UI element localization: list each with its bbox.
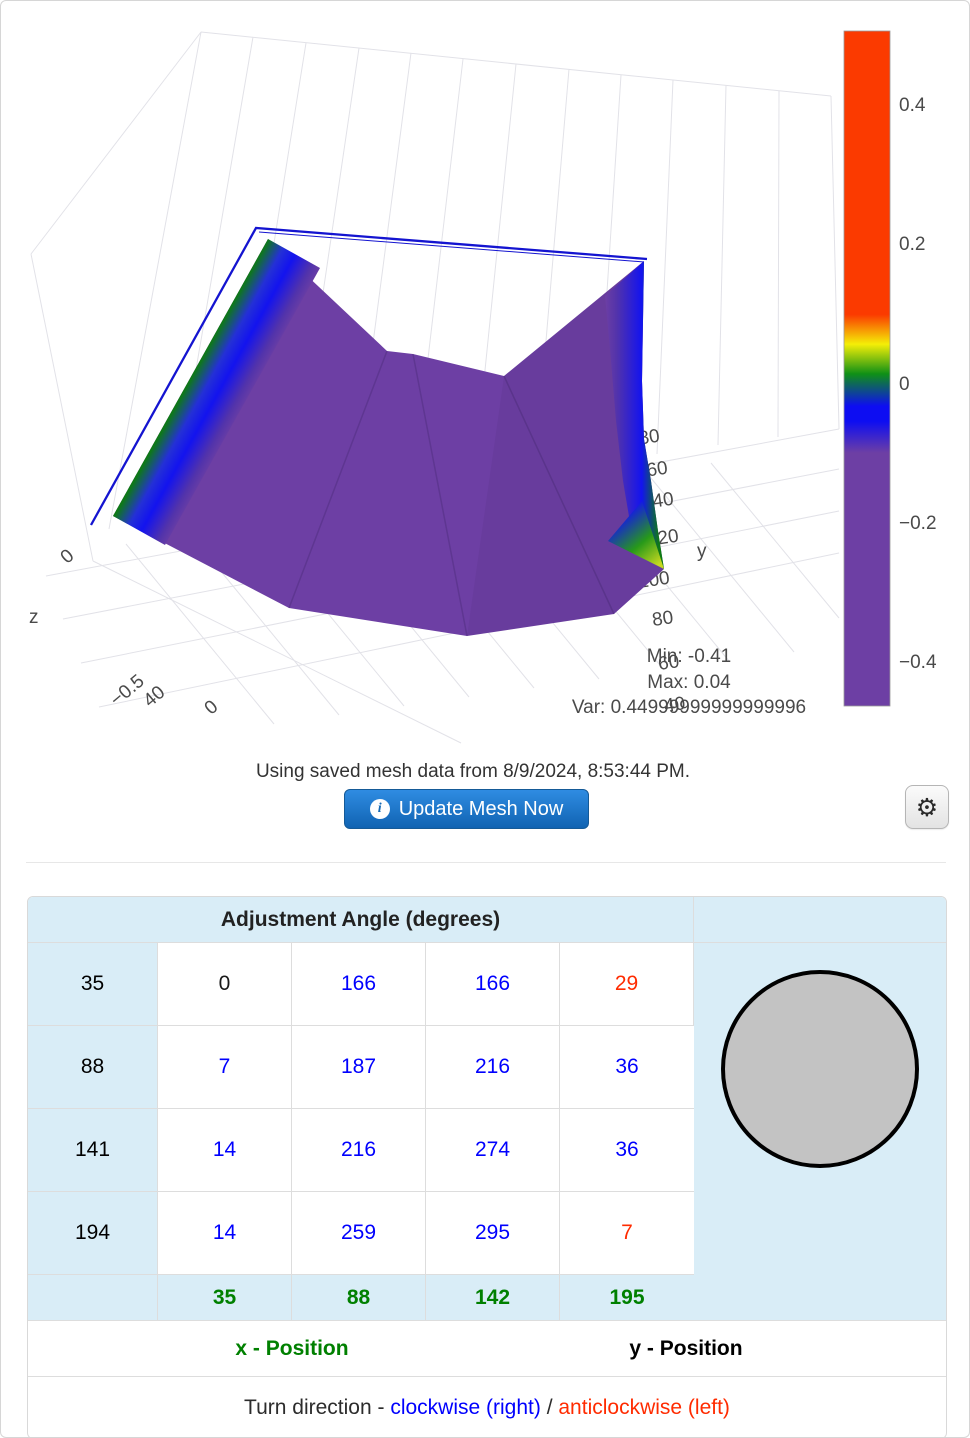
table-row: 88 7 187 216 36: [28, 1026, 946, 1109]
update-mesh-button[interactable]: i Update Mesh Now: [344, 789, 589, 829]
info-icon: i: [369, 799, 390, 819]
knob-circle: [721, 970, 920, 1168]
y-position-label: y - Position: [426, 1321, 946, 1377]
knob-column-header: [694, 897, 946, 943]
table-row: 194 14 259 295 7: [28, 1192, 946, 1275]
x-position-value: 88: [292, 1275, 426, 1321]
table-footer-row: 35 88 142 195: [28, 1275, 946, 1321]
row-header-y: 194: [28, 1192, 158, 1275]
row-header-y: 35: [28, 943, 158, 1026]
svg-text:−0.5: −0.5: [106, 671, 148, 711]
angle-cell: 0: [158, 943, 292, 1026]
svg-text:0: 0: [57, 545, 79, 568]
svg-text:0: 0: [899, 374, 910, 395]
mesh-min-value: Min: -0.41: [647, 646, 731, 667]
settings-button[interactable]: ⚙: [905, 785, 949, 829]
angle-cell: 7: [560, 1192, 695, 1275]
angle-cell: 187: [292, 1026, 426, 1109]
svg-text:0.2: 0.2: [899, 234, 925, 255]
table-header-row: Adjustment Angle (degrees): [28, 897, 946, 943]
mesh-stats: Min: -0.41 Max: 0.04 Var: 0.449999999999…: [572, 646, 806, 718]
x-axis-ticks: 40 0: [140, 682, 223, 719]
angle-cell: 166: [426, 943, 560, 1026]
knob-cell: [694, 943, 946, 1321]
svg-text:0: 0: [201, 696, 223, 719]
table-row: 35 0 166 166 29: [28, 943, 946, 1321]
x-position-label: x - Position: [158, 1321, 426, 1377]
angle-cell: 36: [560, 1026, 695, 1109]
angle-cell: 166: [292, 943, 426, 1026]
angle-cell: 14: [158, 1109, 292, 1192]
turn-direction-text: Turn direction - clockwise (right) / ant…: [28, 1377, 946, 1437]
svg-text:80: 80: [651, 607, 675, 631]
angle-cell: 7: [158, 1026, 292, 1109]
angle-cell: 36: [560, 1109, 695, 1192]
svg-text:0.4: 0.4: [899, 95, 926, 116]
mesh-3d-plot[interactable]: 180 160 140 120 100 80 60 40 y 40 0 0 −0…: [1, 1, 969, 746]
mesh-surface: [113, 239, 664, 637]
mesh-status-text: Using saved mesh data from 8/9/2024, 8:5…: [255, 761, 691, 782]
update-mesh-label: Update Mesh Now: [398, 797, 564, 820]
adjustment-angle-table: Adjustment Angle (degrees) 35 0 166 166 …: [28, 897, 946, 1437]
row-header-y: 141: [28, 1109, 158, 1192]
mesh-max-value: Max: 0.04: [647, 672, 731, 693]
turn-anticlockwise-label: anticlockwise (left): [558, 1395, 730, 1419]
svg-text:40: 40: [663, 693, 687, 717]
svg-text:−0.2: −0.2: [899, 513, 937, 534]
gear-icon: ⚙: [915, 792, 939, 822]
colorbar: 0.4 0.2 0 −0.2 −0.4: [843, 30, 937, 707]
z-axis-ticks: 0 −0.5: [57, 545, 149, 711]
turn-direction-row: Turn direction - clockwise (right) / ant…: [28, 1377, 946, 1437]
axis-label-row: x - Position y - Position: [28, 1321, 946, 1377]
angle-cell: 295: [426, 1192, 560, 1275]
angle-cell: 259: [292, 1192, 426, 1275]
angle-cell: 29: [560, 943, 695, 1026]
z-axis-label: z: [29, 607, 39, 628]
turn-clockwise-label: clockwise (right): [390, 1395, 541, 1419]
mesh-variance-value: Var: 0.44999999999999996: [572, 697, 806, 718]
table-title: Adjustment Angle (degrees): [28, 897, 695, 943]
adjustment-table: Adjustment Angle (degrees) 35 0 166 166 …: [27, 896, 947, 1437]
row-header-y: 88: [28, 1026, 158, 1109]
x-position-value: 195: [560, 1275, 695, 1321]
svg-text:60: 60: [657, 651, 681, 675]
turn-direction-prefix: Turn direction -: [244, 1395, 391, 1419]
section-divider: [26, 862, 946, 863]
angle-cell: 14: [158, 1192, 292, 1275]
zero-plane-wireframe: [89, 226, 648, 526]
angle-cell: 274: [426, 1109, 560, 1192]
x-position-value: 142: [426, 1275, 560, 1321]
angle-cell: 216: [426, 1026, 560, 1109]
turn-separator: /: [540, 1395, 559, 1419]
angle-cell: 216: [292, 1109, 426, 1192]
pos-spacer: [28, 1321, 158, 1377]
table-row: 141 14 216 274 36: [28, 1109, 946, 1192]
svg-text:−0.4: −0.4: [899, 652, 937, 673]
footer-spacer: [28, 1275, 158, 1321]
y-axis-label: y: [697, 541, 707, 562]
x-position-value: 35: [158, 1275, 292, 1321]
